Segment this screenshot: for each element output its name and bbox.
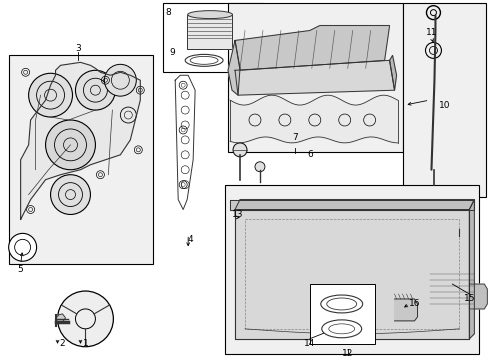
Bar — [402, 3, 486, 197]
Circle shape — [75, 70, 115, 110]
Bar — [163, 3, 263, 72]
Polygon shape — [235, 26, 389, 70]
Bar — [9, 55, 153, 264]
Text: 8: 8 — [165, 8, 171, 17]
Polygon shape — [227, 40, 240, 95]
Text: 2: 2 — [60, 339, 65, 348]
Circle shape — [429, 267, 473, 311]
Polygon shape — [394, 299, 417, 321]
Ellipse shape — [320, 295, 362, 313]
Text: 3: 3 — [76, 44, 81, 53]
Polygon shape — [468, 199, 473, 339]
Text: 11: 11 — [425, 28, 436, 37]
Text: 5: 5 — [18, 265, 23, 274]
Polygon shape — [389, 55, 396, 90]
Text: 6: 6 — [306, 150, 312, 159]
Ellipse shape — [185, 54, 223, 66]
Circle shape — [450, 237, 467, 252]
Circle shape — [233, 143, 246, 157]
Circle shape — [50, 175, 90, 215]
Polygon shape — [235, 199, 473, 210]
Text: 10: 10 — [438, 100, 449, 109]
Ellipse shape — [187, 11, 232, 19]
Ellipse shape — [442, 268, 462, 274]
Circle shape — [45, 120, 95, 170]
Text: 4: 4 — [187, 235, 193, 244]
Bar — [309, 284, 374, 344]
Text: 12: 12 — [341, 349, 353, 358]
Circle shape — [58, 291, 113, 347]
Text: 16: 16 — [408, 300, 419, 309]
Bar — [224, 185, 478, 354]
Polygon shape — [235, 210, 468, 339]
Ellipse shape — [321, 320, 361, 338]
Circle shape — [29, 73, 72, 117]
Ellipse shape — [328, 324, 354, 334]
Polygon shape — [56, 314, 65, 323]
Polygon shape — [468, 284, 487, 309]
Ellipse shape — [190, 57, 218, 64]
Bar — [227, 3, 402, 152]
Circle shape — [104, 64, 136, 96]
Ellipse shape — [326, 298, 356, 310]
Circle shape — [9, 233, 37, 261]
Polygon shape — [20, 62, 140, 220]
Text: 1: 1 — [82, 339, 88, 348]
Text: 13: 13 — [232, 210, 244, 219]
Text: 15: 15 — [463, 294, 474, 303]
Circle shape — [254, 162, 264, 172]
Text: 14: 14 — [304, 339, 315, 348]
Bar — [187, 15, 232, 49]
Polygon shape — [229, 199, 473, 210]
Text: 9: 9 — [169, 48, 175, 57]
Polygon shape — [235, 60, 394, 95]
Text: 7: 7 — [291, 134, 297, 143]
